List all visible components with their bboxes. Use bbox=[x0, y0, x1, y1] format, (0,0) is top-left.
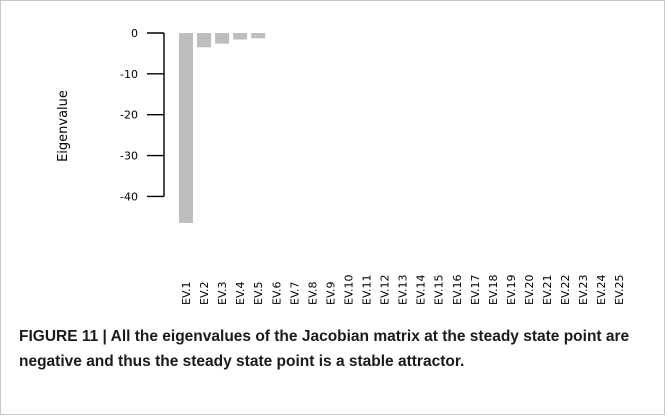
bar bbox=[233, 33, 248, 40]
x-tick-label: EV.13 bbox=[397, 274, 410, 305]
x-tick-label: EV.20 bbox=[523, 274, 536, 305]
y-tick-label: -40 bbox=[120, 190, 138, 203]
x-tick-label: EV.22 bbox=[559, 274, 572, 305]
bar-chart: 0-10-20-30-40 EV.1 EV.2 EV.3 EV.4 EV.5 EV.6 EV… bbox=[56, 27, 626, 305]
y-tick-label: -20 bbox=[120, 109, 138, 122]
x-tick-label: EV.17 bbox=[469, 274, 482, 305]
x-tick-label: EV.23 bbox=[577, 274, 590, 305]
bar bbox=[215, 33, 230, 44]
x-tick-label: EV.14 bbox=[415, 274, 428, 305]
x-tick-labels: EV.1 EV.2 EV.3 EV.4 EV.5 EV.6 EV.7 EV.8 EV.9 EV.1… bbox=[180, 274, 626, 305]
x-tick-label: EV.2 bbox=[198, 281, 211, 305]
x-tick-label: EV.8 bbox=[306, 281, 319, 305]
x-tick-label: EV.12 bbox=[379, 274, 392, 305]
x-tick-label: EV.25 bbox=[613, 274, 626, 305]
bar bbox=[179, 33, 193, 223]
x-tick-label: EV.9 bbox=[324, 281, 337, 305]
x-tick-label: EV.4 bbox=[234, 281, 247, 305]
y-tick-label: -10 bbox=[120, 68, 138, 81]
x-tick-label: EV.1 bbox=[180, 281, 193, 305]
x-tick-label: EV.21 bbox=[541, 274, 554, 305]
x-tick-label: EV.3 bbox=[216, 281, 229, 305]
x-tick-label: EV.24 bbox=[595, 274, 608, 305]
y-axis: 0 -10 -20 -30 -40 bbox=[120, 27, 165, 203]
y-tick-label: -30 bbox=[120, 150, 138, 163]
x-tick-label: EV.10 bbox=[342, 274, 355, 305]
x-tick-label: EV.18 bbox=[487, 274, 500, 305]
x-tick-label: EV.7 bbox=[288, 281, 301, 305]
bar bbox=[197, 33, 212, 48]
figure-caption: FIGURE 11 | All the eigenvalues of the J… bbox=[19, 328, 630, 370]
x-tick-label: EV.15 bbox=[433, 274, 446, 305]
x-tick-label: EV.16 bbox=[451, 274, 464, 305]
bars bbox=[179, 33, 266, 223]
bar bbox=[251, 33, 266, 39]
x-tick-label: EV.19 bbox=[505, 274, 518, 305]
y-axis-title: Eigenvalue bbox=[56, 90, 71, 162]
x-tick-label: EV.5 bbox=[252, 281, 265, 305]
y-tick-label: 0 bbox=[131, 27, 138, 40]
x-tick-label: EV.6 bbox=[270, 281, 283, 305]
x-tick-label: EV.11 bbox=[361, 274, 374, 305]
